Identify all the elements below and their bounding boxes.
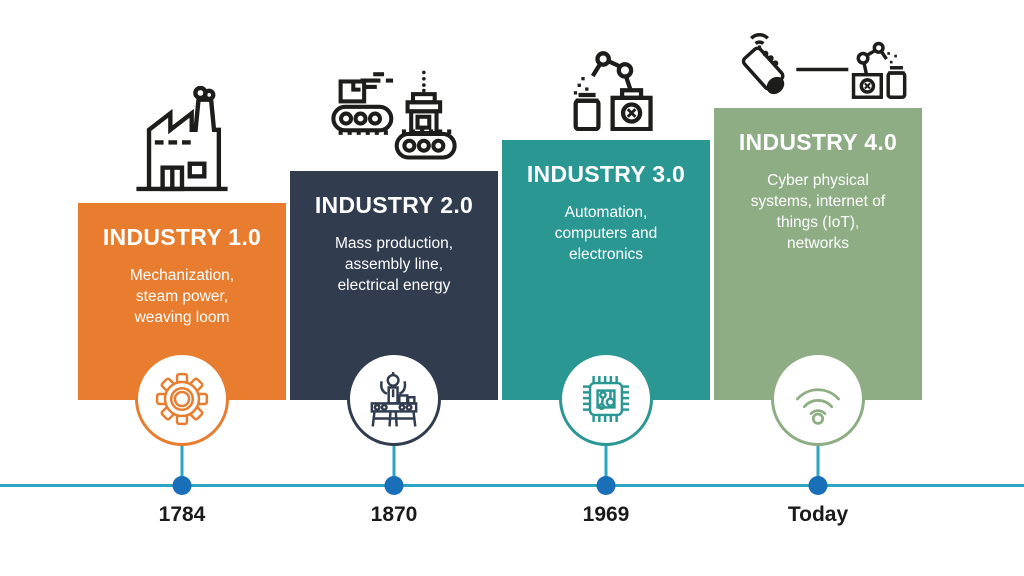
stage-industry-4: INDUSTRY 4.0 Cyber physical systems, int… (714, 0, 922, 576)
industry-4-card: INDUSTRY 4.0 Cyber physical systems, int… (714, 108, 922, 400)
industry-1-card: INDUSTRY 1.0 Mechanization, steam power,… (78, 203, 286, 400)
timeline-dot (172, 476, 192, 495)
factory-icon (134, 86, 231, 193)
assembly-line-icon (326, 67, 462, 162)
stage-industry-2: INDUSTRY 2.0 Mass production, assembly l… (290, 0, 498, 576)
microchip-icon (582, 375, 630, 423)
timeline-dot (596, 476, 616, 495)
gear-icon (155, 372, 209, 426)
timeline-connector (392, 444, 396, 486)
stage-industry-3: INDUSTRY 3.0 Automation, computers and e… (502, 0, 710, 576)
card-title: INDUSTRY 3.0 (526, 161, 686, 187)
year-label: 1784 (158, 503, 206, 526)
year-label: Today (787, 503, 849, 526)
card-title: INDUSTRY 1.0 (102, 224, 262, 250)
microchip-badge (559, 352, 653, 446)
smartphone-robot-icon (727, 26, 909, 100)
wifi-badge (771, 352, 865, 446)
worker-conveyor-icon (370, 371, 418, 427)
timeline-dot (808, 476, 828, 495)
timeline-axis (0, 484, 1024, 487)
year-label: 1870 (370, 503, 418, 526)
card-description: Cyber physical systems, internet of thin… (750, 172, 886, 252)
card-description: Mass production, assembly line, electric… (334, 235, 454, 294)
year-label: 1969 (582, 503, 630, 526)
card-title: INDUSTRY 2.0 (314, 192, 474, 218)
stage-industry-1: INDUSTRY 1.0 Mechanization, steam power,… (78, 0, 286, 576)
card-description: Automation, computers and electronics (554, 204, 658, 263)
gear-badge (135, 352, 229, 446)
timeline-connector (816, 444, 820, 486)
card-description: Mechanization, steam power, weaving loom (129, 267, 235, 326)
wifi-icon (796, 388, 840, 425)
timeline-connector (180, 444, 184, 486)
robot-arm-icon (559, 41, 654, 131)
card-title: INDUSTRY 4.0 (738, 129, 898, 155)
timeline-dot (384, 476, 404, 495)
timeline-connector (604, 444, 608, 486)
worker-conveyor-badge (347, 352, 441, 446)
